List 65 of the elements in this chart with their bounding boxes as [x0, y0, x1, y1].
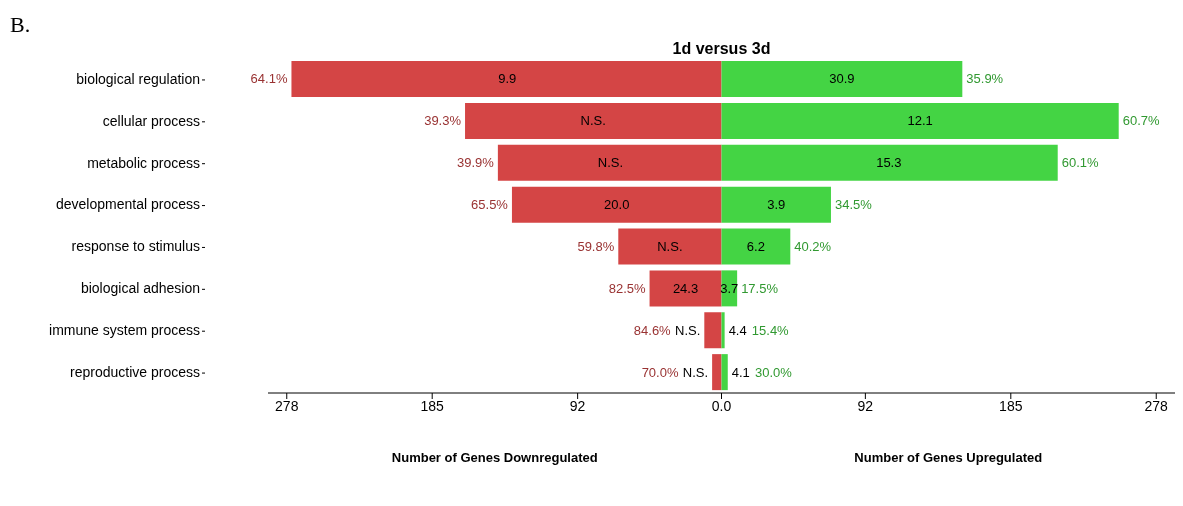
y-tick-label: metabolic process — [87, 154, 200, 171]
annotation: 40.2% — [794, 238, 832, 254]
annotation: 9.9 — [498, 71, 517, 87]
text: Number of Genes Downregulated — [390, 450, 599, 465]
annotation: 15.3 — [876, 155, 902, 171]
y-tick-label: biological regulation — [76, 70, 200, 87]
bar — [721, 228, 791, 265]
annotation: N.S. — [657, 238, 683, 254]
annotation: N.S. — [675, 322, 701, 338]
x-tick-label: 278 — [275, 397, 299, 414]
annotation: 15.4% — [751, 322, 790, 338]
annotation: 17.5% — [741, 280, 779, 296]
annotation: 64.1% — [250, 71, 288, 87]
bar — [704, 312, 722, 349]
annotation: 12.1 — [907, 113, 933, 129]
annotation: 30.0% — [754, 364, 793, 380]
annotation: 60.1% — [1061, 155, 1100, 171]
annotation: 39.3% — [424, 113, 462, 129]
annotation: 4.1 — [731, 364, 750, 380]
bar — [465, 102, 722, 139]
annotation: 39.9% — [457, 155, 495, 171]
bar — [721, 354, 728, 391]
x-tick-label: 185 — [420, 397, 445, 414]
annotation: 24.3 — [672, 280, 699, 296]
annotation: 4.4 — [728, 322, 747, 338]
x-tick-label: 92 — [857, 397, 874, 414]
bar — [497, 144, 722, 181]
bar — [618, 228, 722, 265]
bar — [721, 144, 1058, 181]
x-tick-label: 92 — [569, 397, 586, 414]
annotation: 6.2 — [746, 238, 765, 254]
annotation: 60.7% — [1122, 113, 1161, 129]
y-tick-label: cellular process — [102, 112, 200, 129]
annotation: 20.0 — [604, 197, 630, 213]
y-tick-label: response to stimulus — [71, 238, 200, 255]
bar — [712, 354, 722, 391]
bar — [649, 270, 722, 307]
bar — [721, 312, 725, 349]
bar — [721, 186, 831, 223]
annotation: 84.6% — [633, 322, 672, 338]
annotation: 65.5% — [471, 197, 509, 213]
bar — [721, 102, 1119, 139]
annotation: 30.9 — [829, 71, 855, 87]
bar — [291, 61, 722, 97]
y-tick-label: immune system process — [49, 322, 200, 339]
x-tick-label: 278 — [1144, 397, 1169, 414]
y-tick-label: developmental process — [56, 196, 200, 213]
annotation: N.S. — [580, 113, 606, 129]
text: B. — [10, 12, 31, 38]
annotation: 34.5% — [834, 197, 873, 213]
annotation: 59.8% — [577, 238, 615, 254]
annotation: 35.9% — [966, 71, 1004, 87]
annotation: N.S. — [682, 364, 709, 380]
x-tick-label: 185 — [999, 397, 1023, 414]
chart-title: 1d versus 3d — [671, 40, 772, 58]
y-tick-label: biological adhesion — [80, 280, 200, 297]
annotation: 70.0% — [641, 364, 679, 380]
y-tick-label: reproductive process — [70, 363, 200, 380]
annotation: N.S. — [597, 155, 624, 171]
bar — [721, 61, 963, 97]
bar — [511, 186, 722, 223]
annotation: 82.5% — [608, 280, 646, 296]
x-tick-label: 0.0 — [711, 397, 732, 414]
annotation: 3.9 — [767, 197, 786, 213]
text: Number of Genes Upregulated — [853, 450, 1044, 465]
